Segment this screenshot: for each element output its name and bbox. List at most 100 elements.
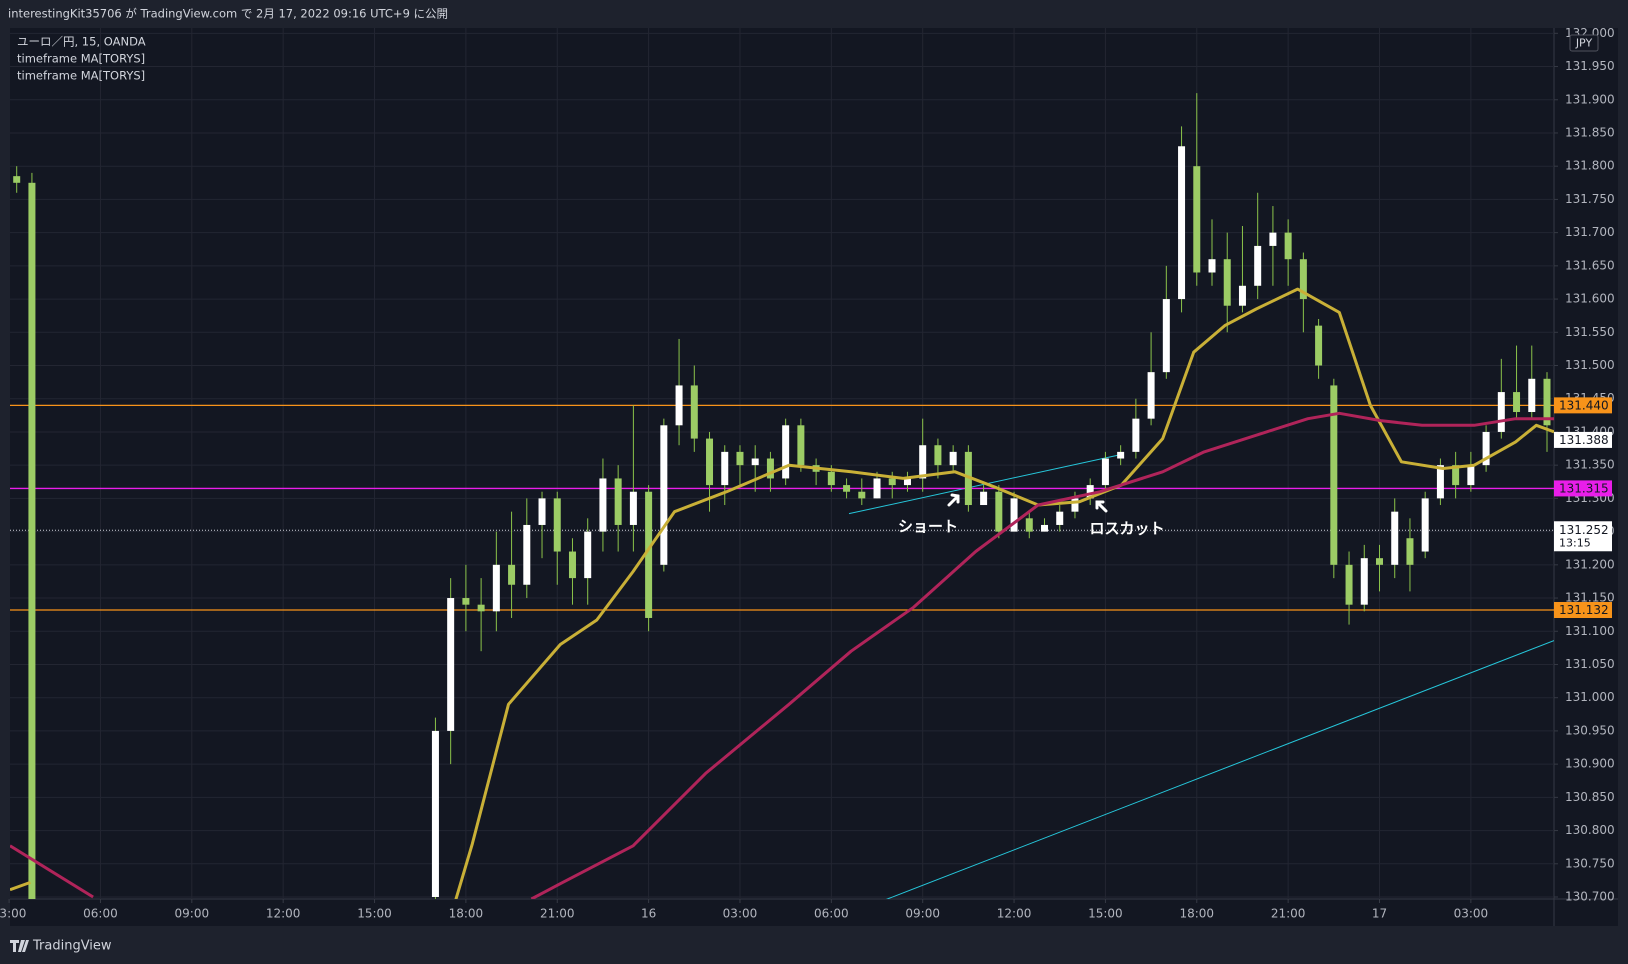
candle-body	[462, 598, 470, 605]
candle-body	[1223, 259, 1231, 306]
annotation-arrow	[947, 493, 960, 507]
annotation-arrow	[1095, 500, 1108, 513]
candle-body	[1193, 166, 1201, 273]
candle-body	[843, 485, 851, 492]
candle-body	[1452, 465, 1460, 486]
y-tick-label: 131.900	[1565, 92, 1615, 106]
annotation: ショート	[898, 518, 958, 536]
candle-body	[599, 478, 607, 532]
y-tick-label: 131.200	[1565, 557, 1615, 571]
y-tick-label: 131.050	[1565, 657, 1615, 671]
candle-body	[1406, 538, 1414, 565]
y-tick-label: 131.850	[1565, 125, 1615, 139]
candle-body	[995, 491, 1003, 532]
y-tick-label: 130.850	[1565, 790, 1615, 804]
y-tick-label: 131.150	[1565, 591, 1615, 605]
y-tick-label: 131.350	[1565, 458, 1615, 472]
candle-body	[766, 458, 774, 479]
candle-body	[1345, 564, 1353, 605]
ma-badge	[1554, 431, 1612, 448]
candle-body	[1101, 458, 1109, 486]
candle-body	[1010, 498, 1018, 532]
price-level-badge	[1554, 397, 1612, 414]
currency-badge[interactable]	[1569, 34, 1599, 52]
candle-body	[492, 564, 500, 612]
price-level-label: 131.440	[1559, 398, 1609, 412]
candle-body	[28, 182, 36, 899]
candle-body	[629, 491, 637, 525]
candle-body	[858, 491, 866, 499]
candle-body	[1467, 465, 1475, 486]
price-level-label: 131.132	[1559, 603, 1609, 617]
x-tick-label: 06:00	[814, 907, 849, 921]
candle-body	[690, 385, 698, 439]
candle-body	[706, 438, 714, 486]
x-tick-label: 12:00	[266, 907, 301, 921]
candle-body	[1436, 465, 1444, 499]
candle-body	[1117, 451, 1125, 459]
candle-body	[523, 524, 531, 585]
candle-body	[1132, 418, 1140, 452]
candle-body	[980, 491, 988, 506]
y-tick-label: 130.700	[1565, 890, 1615, 904]
candle-body	[1041, 524, 1049, 532]
candle-body	[1284, 232, 1292, 260]
candle-body	[1056, 511, 1064, 525]
y-tick-label: 130.800	[1565, 823, 1615, 837]
x-tick-label: 06:00	[83, 907, 118, 921]
y-tick-label: 131.700	[1565, 225, 1615, 239]
x-tick-label: 12:00	[997, 907, 1032, 921]
brand-logo	[10, 940, 29, 952]
x-tick-label: 15:00	[1088, 907, 1123, 921]
candle-body	[1071, 498, 1079, 512]
y-tick-label: 131.500	[1565, 358, 1615, 372]
candle-body	[1208, 259, 1216, 273]
candle-body	[1421, 498, 1429, 552]
y-tick-label: 131.600	[1565, 292, 1615, 306]
grid	[10, 28, 1554, 899]
candle-body	[538, 498, 546, 525]
last-price-badge	[1554, 521, 1612, 552]
candle-body	[447, 598, 455, 731]
x-tick-label: 09:00	[905, 907, 940, 921]
x-tick-label: 03:00	[1454, 907, 1489, 921]
candle-body	[797, 425, 805, 466]
candle-body	[553, 498, 561, 552]
candle-body	[1269, 232, 1277, 246]
candle-body	[1360, 558, 1368, 605]
x-tick-label: 03:00	[0, 907, 26, 921]
trendline	[885, 640, 1554, 899]
candle-body	[13, 176, 21, 183]
candle-body	[782, 425, 790, 479]
candle-body	[721, 451, 729, 486]
candle-body	[1315, 325, 1323, 366]
candle-body	[1178, 146, 1186, 300]
header: interestingKit35706 が TradingView.com で …	[8, 7, 448, 21]
candle-body	[568, 551, 576, 579]
y-tick-label: 131.000	[1565, 690, 1615, 704]
candle-body	[827, 471, 835, 486]
x-tick-label: 15:00	[357, 907, 392, 921]
candle-body	[1238, 285, 1246, 306]
candle-body	[1513, 392, 1521, 413]
y-tick-label: 131.550	[1565, 325, 1615, 339]
legend-entry[interactable]: timeframe MA[TORYS]	[17, 52, 145, 66]
chart-title: ユーロ／円, 15, OANDA	[17, 35, 146, 49]
candle-body	[736, 451, 744, 466]
candle-body	[1147, 372, 1155, 419]
y-tick-label: 131.950	[1565, 59, 1615, 73]
candle-body	[1528, 378, 1536, 413]
countdown-label: 13:15	[1559, 536, 1591, 549]
candle-body	[1391, 511, 1399, 565]
candle-body	[508, 564, 516, 585]
candle-body	[645, 491, 653, 618]
y-tick-label: 130.950	[1565, 723, 1615, 737]
y-tick-label: 131.100	[1565, 624, 1615, 638]
y-tick-label: 131.650	[1565, 258, 1615, 272]
legend-entry[interactable]: timeframe MA[TORYS]	[17, 69, 145, 83]
y-tick-label: 131.750	[1565, 192, 1615, 206]
ma-badge-label: 131.388	[1559, 433, 1609, 447]
moving-average	[10, 411, 1554, 899]
candle-body	[873, 478, 881, 499]
